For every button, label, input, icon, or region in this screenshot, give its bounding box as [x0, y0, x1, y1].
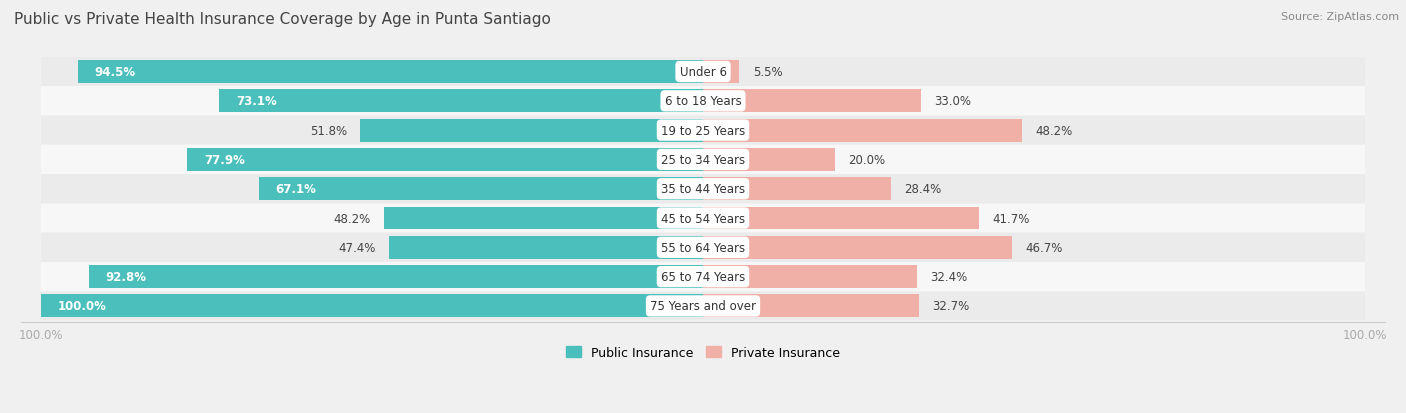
Text: 46.7%: 46.7% [1025, 241, 1063, 254]
Text: 92.8%: 92.8% [105, 271, 146, 283]
Bar [703, 207, 979, 230]
Bar [41, 146, 1365, 174]
Text: 94.5%: 94.5% [94, 66, 135, 79]
Text: 28.4%: 28.4% [904, 183, 942, 196]
Bar [360, 119, 703, 142]
Text: 33.0%: 33.0% [935, 95, 972, 108]
Bar [259, 178, 703, 201]
Text: 19 to 25 Years: 19 to 25 Years [661, 124, 745, 137]
Text: 25 to 34 Years: 25 to 34 Years [661, 154, 745, 166]
Text: 51.8%: 51.8% [309, 124, 347, 137]
Text: 47.4%: 47.4% [339, 241, 375, 254]
Bar [41, 263, 1365, 291]
Bar [219, 90, 703, 113]
Bar [41, 58, 1365, 87]
Text: 48.2%: 48.2% [333, 212, 371, 225]
Text: 32.4%: 32.4% [931, 271, 967, 283]
Text: 5.5%: 5.5% [752, 66, 782, 79]
Bar [41, 175, 1365, 204]
Bar [384, 207, 703, 230]
Text: 77.9%: 77.9% [204, 154, 245, 166]
Bar [41, 295, 703, 318]
Text: Source: ZipAtlas.com: Source: ZipAtlas.com [1281, 12, 1399, 22]
Text: 55 to 64 Years: 55 to 64 Years [661, 241, 745, 254]
Text: 35 to 44 Years: 35 to 44 Years [661, 183, 745, 196]
Text: 65 to 74 Years: 65 to 74 Years [661, 271, 745, 283]
Bar [703, 236, 1012, 259]
Text: 75 Years and over: 75 Years and over [650, 300, 756, 313]
Text: 41.7%: 41.7% [993, 212, 1029, 225]
Bar [41, 292, 1365, 320]
Bar [187, 149, 703, 171]
Bar [41, 233, 1365, 262]
Bar [41, 116, 1365, 145]
Text: 32.7%: 32.7% [932, 300, 970, 313]
Bar [389, 236, 703, 259]
Bar [703, 266, 917, 288]
Bar [703, 295, 920, 318]
Text: 48.2%: 48.2% [1035, 124, 1073, 137]
Text: 73.1%: 73.1% [236, 95, 277, 108]
Bar [703, 119, 1022, 142]
Bar [77, 61, 703, 84]
Text: Public vs Private Health Insurance Coverage by Age in Punta Santiago: Public vs Private Health Insurance Cover… [14, 12, 551, 27]
Bar [41, 87, 1365, 116]
Text: 67.1%: 67.1% [276, 183, 316, 196]
Bar [41, 204, 1365, 233]
Bar [703, 61, 740, 84]
Text: 45 to 54 Years: 45 to 54 Years [661, 212, 745, 225]
Bar [89, 266, 703, 288]
Text: 20.0%: 20.0% [849, 154, 886, 166]
Bar [703, 90, 921, 113]
Text: Under 6: Under 6 [679, 66, 727, 79]
Text: 6 to 18 Years: 6 to 18 Years [665, 95, 741, 108]
Bar [703, 178, 891, 201]
Bar [703, 149, 835, 171]
Text: 100.0%: 100.0% [58, 300, 107, 313]
Legend: Public Insurance, Private Insurance: Public Insurance, Private Insurance [561, 341, 845, 364]
